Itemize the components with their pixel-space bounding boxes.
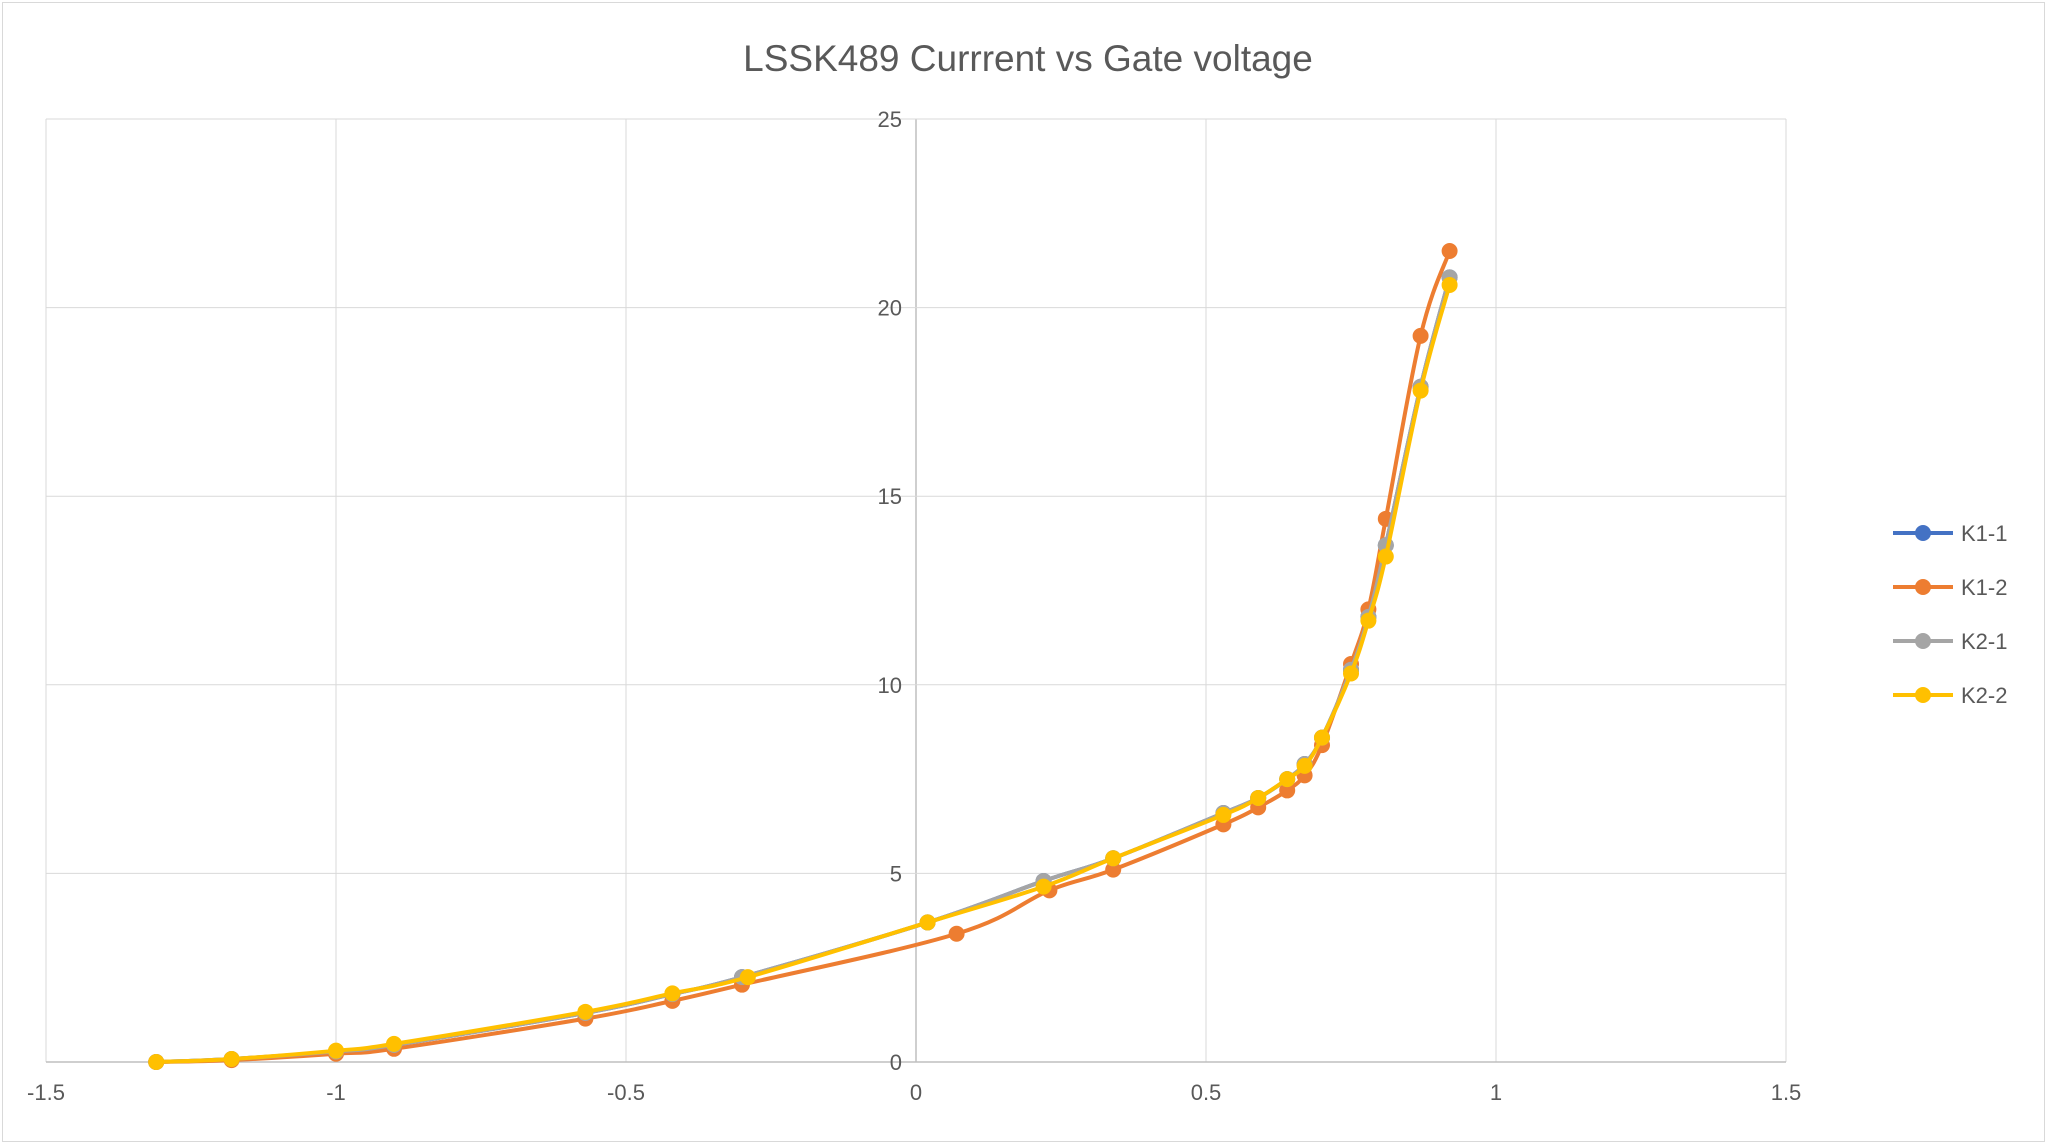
data-point <box>223 1050 240 1067</box>
y-tick-label: 25 <box>878 107 902 132</box>
data-point <box>1215 806 1232 823</box>
x-tick-label: 1 <box>1490 1080 1502 1105</box>
legend-label: K2-2 <box>1961 683 2007 708</box>
legend-item: K1-2 <box>1893 575 2007 600</box>
data-point <box>1377 548 1394 565</box>
series-layer <box>148 243 1458 1070</box>
data-point <box>1441 243 1458 260</box>
data-point <box>386 1035 402 1052</box>
series-k1-1 <box>148 269 1458 1070</box>
x-tick-label: -1.5 <box>27 1080 65 1105</box>
series-line <box>154 275 1452 1064</box>
legend: K1-1 K1-2 K2-1 K2-2 <box>1893 521 2007 708</box>
data-point <box>1279 771 1296 788</box>
x-tick-label: 1.5 <box>1771 1080 1802 1105</box>
grid-layer <box>45 118 1787 1063</box>
data-point <box>1360 612 1377 629</box>
data-point <box>1296 757 1313 774</box>
data-point <box>1035 878 1052 895</box>
y-tick-label: 20 <box>878 296 902 321</box>
y-tick-label: 5 <box>890 861 902 886</box>
legend-item: K1-1 <box>1893 521 2007 546</box>
legend-item: K2-1 <box>1893 629 2007 654</box>
data-point <box>577 1003 594 1020</box>
x-tick-label: 0.5 <box>1191 1080 1222 1105</box>
x-tick-label: -0.5 <box>607 1080 645 1105</box>
x-tick-label: -1 <box>326 1080 346 1105</box>
data-point <box>1250 789 1267 806</box>
chart-svg: LSSK489 Currrent vs Gate voltage -1.5 -1-… <box>27 38 2007 1105</box>
data-point <box>664 985 681 1002</box>
data-point <box>1412 382 1429 399</box>
series-k2-1 <box>148 269 1458 1070</box>
data-point <box>948 925 965 942</box>
x-tick-label: 0 <box>910 1080 922 1105</box>
series-line <box>154 282 1452 1064</box>
data-point <box>1314 729 1330 746</box>
series-line <box>154 249 1452 1064</box>
data-point <box>1441 276 1458 293</box>
legend-swatch-marker <box>1915 579 1931 595</box>
data-point <box>1412 327 1429 344</box>
legend-label: K1-2 <box>1961 575 2007 600</box>
data-point <box>919 914 936 931</box>
y-tick-label: 0 <box>890 1050 902 1075</box>
axis-layer: -1.5 -1 -0.5 0 0.5 1 1.5 0 5 10 15 20 25 <box>27 107 1801 1105</box>
data-point <box>1279 782 1296 799</box>
legend-swatch-marker <box>1915 633 1931 649</box>
legend-swatch-marker <box>1915 525 1931 541</box>
y-tick-label: 15 <box>878 484 902 509</box>
data-point <box>1343 665 1359 682</box>
series-k2-2 <box>148 276 1458 1070</box>
data-point <box>1105 861 1122 878</box>
legend-label: K2-1 <box>1961 629 2007 654</box>
series-line <box>154 275 1452 1064</box>
legend-swatch-marker <box>1915 687 1931 703</box>
y-tick-label: 10 <box>878 673 902 698</box>
chart-title: LSSK489 Currrent vs Gate voltage <box>743 38 1313 79</box>
data-point <box>328 1042 344 1059</box>
series-k1-2 <box>148 243 1458 1070</box>
data-point <box>739 969 756 986</box>
legend-label: K1-1 <box>1961 521 2007 546</box>
legend-item: K2-2 <box>1893 683 2007 708</box>
data-point <box>1105 850 1122 867</box>
data-point <box>148 1054 165 1070</box>
